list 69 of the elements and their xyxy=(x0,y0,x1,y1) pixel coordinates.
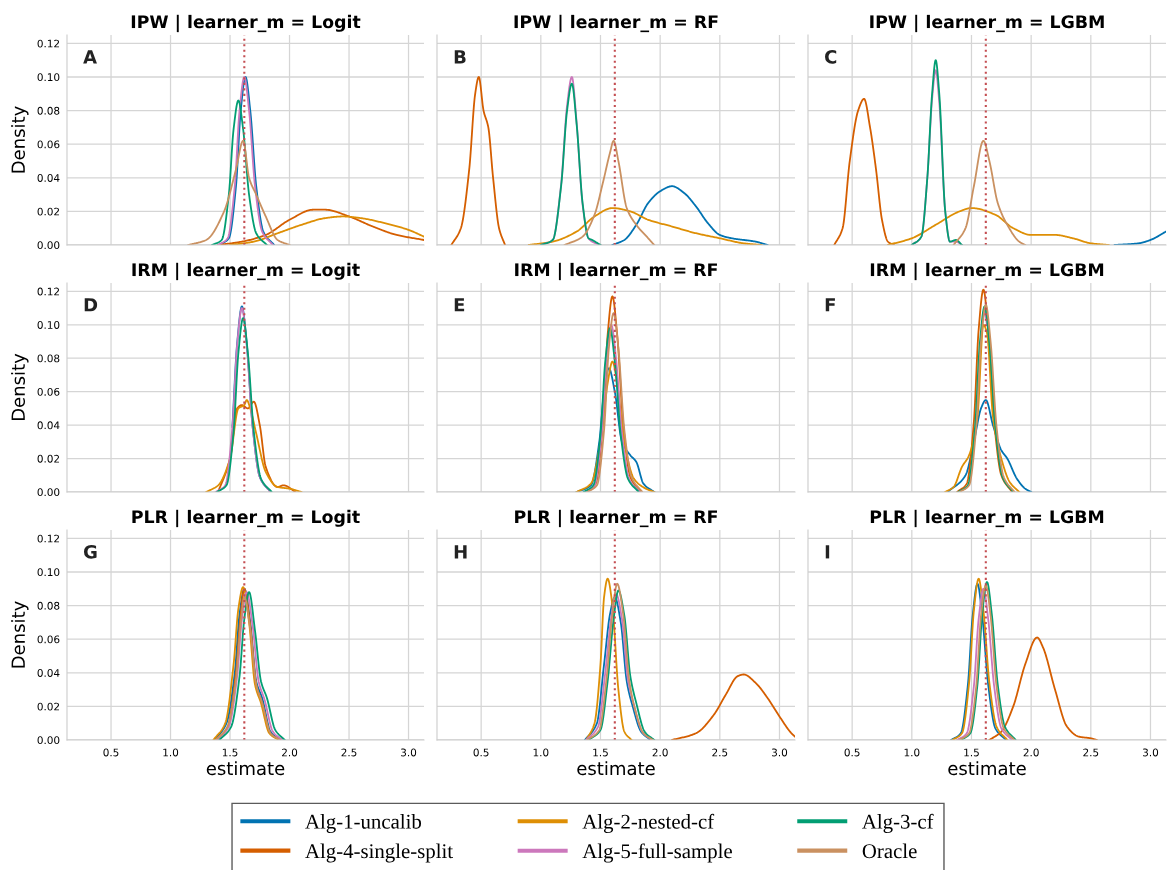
y-tick-label: 0.12 xyxy=(37,39,60,48)
y-tick-label: 0.04 xyxy=(37,421,60,430)
y-axis-title: Density xyxy=(11,353,29,421)
y-tick-label: 0.10 xyxy=(37,568,60,577)
chart-title: IPW | learner_m = LGBM xyxy=(870,14,1104,33)
y-tick-label: 0.06 xyxy=(37,140,60,149)
y-axis-title: Density xyxy=(11,106,29,173)
x-tick-label: 2.0 xyxy=(282,748,298,757)
x-tick-label: 3.0 xyxy=(1143,748,1159,757)
annotation: G xyxy=(83,545,97,559)
x-tick-label: 1.5 xyxy=(593,748,608,757)
y-tick-label: 0.00 xyxy=(37,488,60,497)
chart-title: IRM | learner_m = RF xyxy=(515,262,717,281)
annotation: E xyxy=(454,298,465,312)
y-tick-label: 0.04 xyxy=(37,174,60,182)
y-tick-label: 0.08 xyxy=(37,106,60,115)
x-tick-label: 3.0 xyxy=(401,748,417,757)
annotation: D xyxy=(84,298,98,312)
y-tick-label: 0.08 xyxy=(37,354,60,363)
annotation: B xyxy=(454,50,466,64)
chart-title: IRM | learner_m = LGBM xyxy=(870,262,1104,281)
chart-title: IPW | learner_m = Logit xyxy=(131,14,361,33)
x-tick-label: 2.0 xyxy=(1023,748,1039,757)
x-tick-label: 0.5 xyxy=(473,748,489,757)
y-tick-label: 0.00 xyxy=(37,736,60,745)
chart-title: IPW | learner_m = RF xyxy=(514,14,718,33)
legend-label: Alg-1-uncalib xyxy=(305,814,422,833)
legend-label: Alg-2-nested-cf xyxy=(582,813,715,833)
x-tick-label: 1.0 xyxy=(533,748,549,757)
x-tick-label: 1.0 xyxy=(163,748,179,757)
x-tick-label: 1.5 xyxy=(222,748,238,757)
y-tick-label: 0.06 xyxy=(37,635,60,644)
y-tick-label: 0.02 xyxy=(37,454,60,463)
annotation: A xyxy=(83,50,97,64)
y-tick-label: 0.08 xyxy=(37,601,60,610)
y-tick-label: 0.12 xyxy=(37,287,60,296)
x-tick-label: 2.5 xyxy=(341,748,357,757)
y-tick-label: 0.12 xyxy=(37,534,60,543)
y-tick-label: 0.00 xyxy=(37,241,60,250)
legend-label: Alg-4-single-split xyxy=(305,843,453,863)
y-tick-label: 0.10 xyxy=(37,321,60,329)
legend-label: Alg-5-full-sample xyxy=(582,843,732,863)
x-tick-label: 2.0 xyxy=(652,748,668,757)
chart-title: PLR | learner_m = LGBM xyxy=(870,509,1104,528)
y-axis-title: Density xyxy=(11,601,29,668)
annotation: C xyxy=(825,50,837,64)
y-tick-label: 0.02 xyxy=(37,207,60,216)
x-axis-title: estimate xyxy=(206,761,285,776)
y-tick-label: 0.06 xyxy=(37,387,60,396)
y-tick-label: 0.04 xyxy=(37,669,60,677)
x-tick-label: 0.5 xyxy=(103,748,119,757)
x-tick-label: 0.5 xyxy=(844,748,860,757)
legend-label: Oracle xyxy=(862,843,917,859)
x-tick-label: 2.5 xyxy=(712,748,728,757)
chart-title: PLR | learner_m = Logit xyxy=(132,509,360,528)
x-tick-label: 1.0 xyxy=(904,748,920,757)
y-tick-label: 0.02 xyxy=(37,702,60,711)
legend-label: Alg-3-cf xyxy=(862,813,934,833)
x-axis-title: estimate xyxy=(577,761,655,776)
y-tick-label: 0.10 xyxy=(37,73,60,82)
chart-title: PLR | learner_m = RF xyxy=(515,509,717,528)
x-tick-label: 1.5 xyxy=(964,748,979,757)
x-tick-label: 3.0 xyxy=(772,748,788,757)
x-tick-label: 2.5 xyxy=(1083,748,1099,757)
annotation: H xyxy=(454,545,467,559)
x-axis-title: estimate xyxy=(948,761,1026,776)
chart-title: IRM | learner_m = Logit xyxy=(132,262,360,281)
annotation: I xyxy=(825,545,830,559)
annotation: F xyxy=(825,298,835,312)
